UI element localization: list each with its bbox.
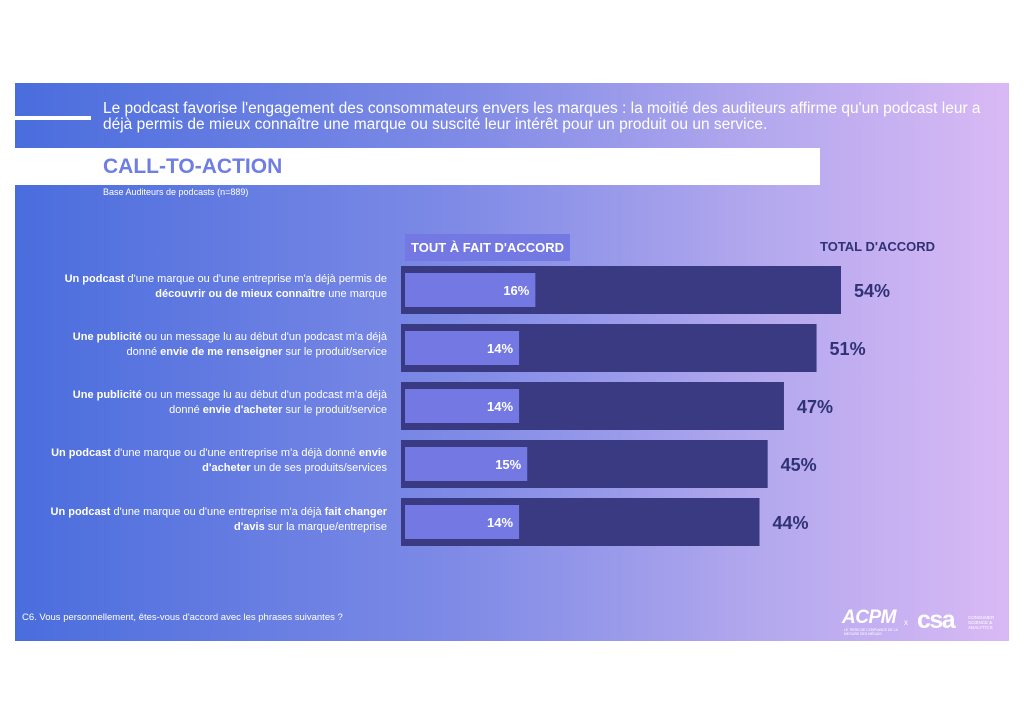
section-title-bar [15,148,820,185]
section-title: CALL-TO-ACTION [103,155,283,178]
row-label: Une publicité ou un message lu au début … [72,331,387,358]
inner-bar [405,331,520,365]
inner-value-label: 14% [487,341,513,356]
legend-inner-label: TOUT À FAIT D'ACCORD [405,234,571,261]
acpm-logo: ACPM [842,607,896,628]
total-value-label: 44% [773,513,809,533]
csa-tagline: CONSUMER SCIENCE & ANALYTICS [968,615,995,630]
total-value-label: 47% [797,397,833,417]
accent-line [15,116,91,120]
row-label: Un podcast d'une marque ou d'une entrepr… [51,447,387,474]
total-value-label: 54% [854,281,890,301]
inner-value-label: 14% [487,515,513,530]
base-note: Base Auditeurs de podcasts (n=889) [103,187,249,197]
acpm-tagline: LE TIERS DE CONFIANCE DE LA MESURE DES M… [844,628,898,636]
inner-bar [405,505,520,539]
csa-logo: csa [917,606,956,634]
headline: Le podcast favorise l'engagement des con… [103,100,981,133]
inner-bar [405,389,520,423]
total-value-label: 45% [781,455,817,475]
legend-total-label: TOTAL D'ACCORD [820,239,936,254]
total-value-label: 51% [830,339,866,359]
logo-separator: x [904,618,908,627]
inner-value-label: 15% [495,457,521,472]
row-label: Une publicité ou un message lu au début … [72,389,387,416]
row-label: Un podcast d'une marque ou d'une entrepr… [64,273,387,300]
inner-value-label: 14% [487,399,513,414]
inner-bar [405,447,528,481]
inner-bar [405,273,536,307]
row-label: Un podcast d'une marque ou d'une entrepr… [50,506,387,533]
inner-value-label: 16% [503,283,529,298]
footer-question: C6. Vous personnellement, êtes-vous d'ac… [22,612,343,623]
